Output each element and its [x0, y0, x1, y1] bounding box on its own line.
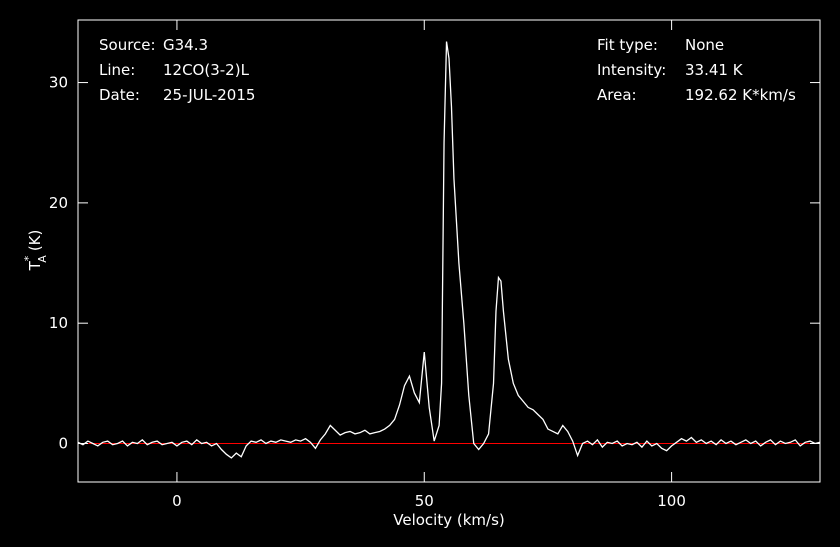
y-label-unit: (K): [26, 230, 44, 252]
annotation-value: 25-JUL-2015: [163, 86, 255, 104]
y-tick-label: 20: [49, 194, 68, 212]
plot-frame: [77, 19, 821, 483]
annotation-key: Intensity:: [597, 61, 666, 79]
x-tick-label: 50: [415, 492, 434, 510]
y-tick-label: 0: [58, 435, 68, 453]
x-tick-label: 100: [657, 492, 686, 510]
y-label-sup: *: [22, 255, 35, 261]
annotation-key: Fit type:: [597, 36, 658, 54]
spectrum-line: [77, 41, 821, 459]
annotation-key: Date:: [99, 86, 140, 104]
x-axis-label: Velocity (km/s): [393, 511, 504, 529]
x-tick-label: 0: [172, 492, 182, 510]
y-label-sub: A: [36, 255, 49, 263]
y-tick-label: 10: [49, 314, 68, 332]
annotation-value: 192.62 K*km/s: [685, 86, 796, 104]
annotation-key: Source:: [99, 36, 156, 54]
y-tick-label: 30: [49, 74, 68, 92]
annotation-value: 33.41 K: [685, 61, 744, 79]
annotation-key: Line:: [99, 61, 135, 79]
annotation-value: None: [685, 36, 724, 54]
annotation-value: 12CO(3-2)L: [163, 61, 250, 79]
annotation-key: Area:: [597, 86, 637, 104]
annotation-value: G34.3: [163, 36, 208, 54]
y-label-main: T: [26, 260, 44, 271]
y-axis-label: T*A (K): [22, 230, 49, 272]
